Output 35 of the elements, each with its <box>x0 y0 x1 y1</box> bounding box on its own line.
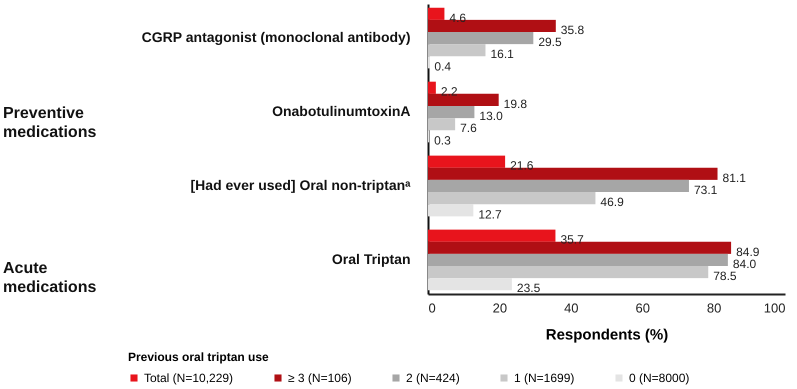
data-label: 46.9 <box>600 195 624 210</box>
legend-label: Total (N=10,229) <box>144 371 234 385</box>
data-label: 84.9 <box>736 244 760 259</box>
y-tick-label: [Had ever used] Oral non-triptanᵃ <box>190 176 412 193</box>
y-tick-label: Oral Triptan <box>332 250 410 267</box>
text: Acute medications <box>3 260 96 296</box>
text: Preventive medications <box>3 104 96 141</box>
data-label: 78.5 <box>713 269 737 284</box>
data-label: 0.3 <box>434 133 452 148</box>
x-tick-label: 40 <box>564 300 579 316</box>
x-tick-label: 80 <box>706 300 722 316</box>
data-label: 7.6 <box>460 121 478 136</box>
legend-title: Previous oral triptan use <box>128 350 270 364</box>
x-tick-label: 100 <box>764 300 786 316</box>
legend-label: ≥ 3 (N=106) <box>288 371 352 385</box>
x-axis-title: Respondents (%) <box>546 326 668 344</box>
data-label: 13.0 <box>479 109 504 124</box>
data-label: 84.0 <box>732 256 757 271</box>
x-tick-label: 60 <box>635 300 650 316</box>
data-label: 19.8 <box>504 96 528 111</box>
legend-label: 0 (N=8000) <box>629 371 690 385</box>
data-label: 16.1 <box>490 47 514 62</box>
legend-label: 1 (N=1699) <box>514 371 574 385</box>
data-label: 35.8 <box>560 22 584 37</box>
data-label: 23.5 <box>516 281 541 296</box>
x-tick-label: 20 <box>492 300 508 316</box>
data-label: 12.7 <box>478 207 502 222</box>
x-tick-label: 0 <box>428 300 436 316</box>
data-label: 0.4 <box>434 59 452 74</box>
data-label: 29.5 <box>538 35 562 50</box>
data-label: 81.1 <box>722 170 746 185</box>
y-tick-label: OnabotulinumtoxinA <box>272 103 410 120</box>
y-tick-label: CGRP antagonist (monoclonal antibody) <box>142 29 410 46</box>
legend-label: 2 (N=424) <box>406 371 460 385</box>
data-label: 73.1 <box>694 182 718 197</box>
